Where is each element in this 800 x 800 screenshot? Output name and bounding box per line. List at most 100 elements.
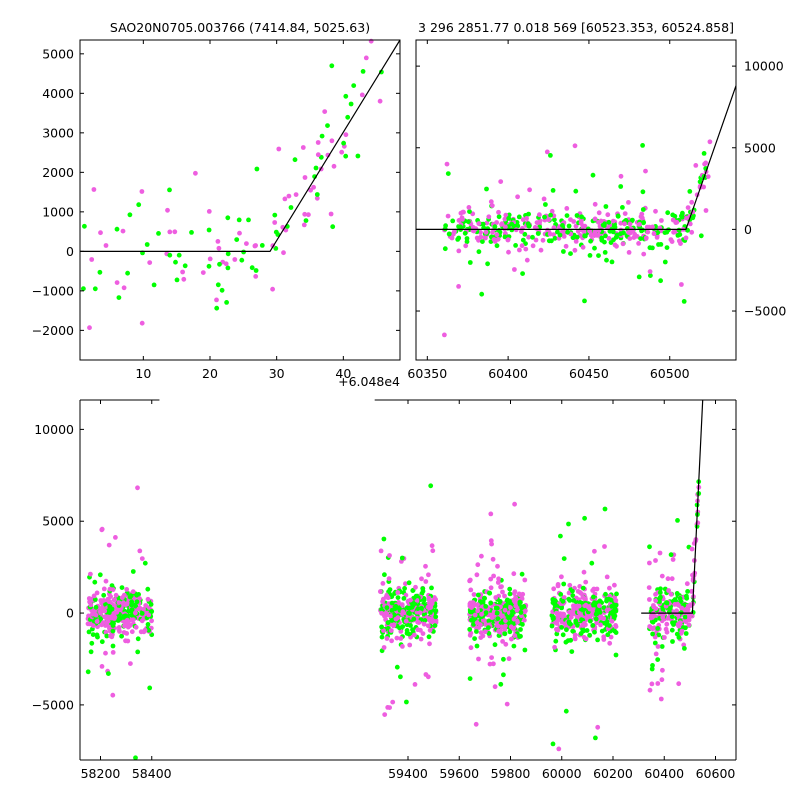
bottom-data-point: [569, 611, 574, 617]
top-left-ytick-label--1000: −1000: [32, 283, 74, 298]
bottom-data-point: [103, 629, 109, 635]
top-right-data-point: [687, 189, 693, 194]
top-right-data-point: [480, 239, 485, 245]
bottom-data-point: [502, 593, 507, 599]
top-right-data-point: [502, 216, 508, 222]
top-right-data-point: [674, 219, 680, 225]
bottom-data-point: [89, 640, 95, 646]
top-right-data-point: [517, 247, 522, 253]
top-right-data-point: [664, 245, 670, 251]
top-right-data-point: [542, 214, 547, 220]
top-right-data-point: [703, 208, 709, 213]
bottom-data-point: [499, 614, 505, 619]
bottom-data-point: [507, 598, 512, 604]
top-left-data-point: [359, 92, 365, 98]
bottom-data-point: [571, 604, 577, 609]
bottom-data-point: [613, 598, 619, 603]
top-right-data-point: [626, 200, 631, 205]
top-left-data-point: [167, 229, 173, 235]
bottom-data-point: [684, 581, 690, 587]
top-left-data-point: [315, 140, 321, 145]
bottom-data-point: [106, 542, 112, 548]
bottom-data-point: [580, 595, 586, 600]
bottom-data-point: [86, 596, 92, 601]
top-left-data-point: [302, 211, 308, 217]
top-right-data-point: [596, 253, 601, 258]
bottom-data-point: [563, 639, 569, 645]
top-right-data-point: [621, 230, 626, 236]
bottom-data-point: [471, 592, 477, 597]
top-right-ytick-label-10000: 10000: [744, 59, 784, 74]
bottom-data-point: [551, 616, 556, 621]
bottom-data-point: [388, 613, 394, 619]
top-right-data-point: [570, 235, 576, 241]
bottom-data-point: [138, 629, 144, 635]
top-right-xtick-label-60500: 60500: [650, 366, 690, 381]
top-left-data-point: [282, 196, 288, 202]
bottom-data-point: [397, 625, 402, 631]
top-right-data-point: [685, 205, 691, 211]
bottom-data-point: [507, 586, 513, 592]
bottom-data-point: [381, 628, 386, 633]
top-right-data-point: [490, 229, 495, 235]
bottom-data-point: [142, 627, 148, 633]
top-right-data-point: [618, 220, 624, 226]
bottom-data-point: [412, 682, 418, 687]
top-right-data-point: [498, 179, 504, 185]
bottom-data-point: [467, 627, 473, 632]
bottom-data-point: [660, 615, 666, 620]
top-right-data-point: [491, 237, 497, 242]
top-right-data-point: [443, 223, 448, 229]
bottom-data-point: [90, 623, 96, 629]
bottom-data-point: [497, 599, 503, 604]
bottom-data-point: [382, 613, 387, 619]
bottom-data-point: [123, 638, 128, 644]
bottom-data-point: [406, 580, 412, 586]
bottom-data-point: [550, 741, 556, 747]
bottom-data-point: [650, 626, 655, 632]
bottom-data-point: [112, 597, 118, 603]
bottom-data-point: [473, 721, 479, 727]
bottom-data-point: [139, 611, 145, 616]
bottom-data-point: [98, 616, 104, 622]
top-right-data-point: [643, 168, 648, 174]
bottom-data-point: [682, 614, 688, 620]
bottom-data-point: [492, 642, 498, 648]
bottom-data-point: [614, 591, 619, 597]
bottom-data-point: [495, 580, 501, 585]
top-right-data-point: [460, 217, 465, 222]
top-right-data-point: [599, 235, 605, 241]
bottom-data-point: [561, 581, 567, 587]
top-right-data-point: [614, 232, 620, 238]
bottom-data-point: [119, 633, 124, 639]
top-left-data-point: [292, 157, 298, 163]
bottom-data-point: [110, 628, 116, 634]
top-right-data-point: [676, 227, 682, 233]
bottom-data-point: [658, 594, 663, 600]
bottom-data-point: [139, 618, 145, 624]
bottom-data-point: [398, 674, 403, 680]
top-left-data-point: [252, 243, 258, 249]
bottom-data-point: [471, 622, 476, 627]
bottom-data-point: [385, 595, 391, 601]
bottom-data-point: [675, 612, 681, 618]
bottom-data-point: [653, 558, 658, 563]
bottom-data-point: [487, 590, 492, 596]
bottom-data-point: [427, 627, 433, 633]
top-right-data-point: [467, 209, 472, 215]
top-left-data-point: [87, 325, 92, 331]
bottom-data-point: [647, 560, 652, 566]
top-right-data-point: [546, 238, 552, 244]
bottom-data-point: [404, 699, 409, 705]
top-left-model-line: [80, 39, 401, 252]
top-left-data-point: [331, 163, 337, 169]
top-left-ticks: 10 20 30 40 −2000 −1000 0 1000 2000 3000 4000 5000: [32, 40, 400, 381]
bottom-data-point: [130, 569, 136, 574]
top-right-data-point: [506, 216, 512, 221]
top-right-xtick-label-60400: 60400: [488, 366, 528, 381]
bottom-data-point: [428, 483, 434, 489]
top-right-data-point: [462, 230, 468, 236]
top-left-ytick-label-3000: 3000: [42, 125, 74, 140]
top-right-data-point: [698, 233, 704, 239]
bottom-data-point: [684, 593, 689, 599]
